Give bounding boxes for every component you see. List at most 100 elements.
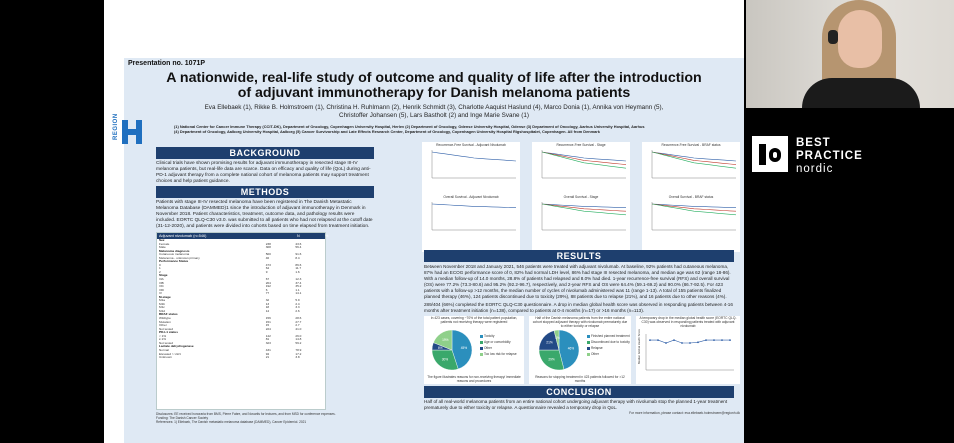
line-point <box>649 339 651 341</box>
table-row: IIIB 204 37.4 <box>157 280 325 286</box>
affiliations-line1: (1) National Center for Cancer Immune Th… <box>174 124 645 129</box>
km-plot-title: Recurrence-Free Survival - Adjuvant Nivo… <box>436 143 506 147</box>
table-cell-n: 6 <box>265 287 268 292</box>
poster-title-line1: A nationwide, real-life study of outcome… <box>166 70 702 86</box>
km-curve-line <box>431 151 517 162</box>
km-curve-line <box>541 203 627 212</box>
table-row: Melanoma diagnosis <box>157 249 325 254</box>
km-curve-line <box>651 203 737 216</box>
poster-footnotes: Disclosures: EE received honoraria from … <box>156 412 346 425</box>
methods-text: Patients with stage III-IV resected mela… <box>156 200 373 229</box>
table-cell-label: Female <box>159 241 170 246</box>
table-cell-n: 500 <box>265 252 271 257</box>
table-header-pct: % <box>325 234 329 238</box>
km-curve-line <box>651 151 737 169</box>
table-cell-label: ≥ 1% <box>159 337 167 342</box>
table-header-label: Adjuvant nivolumab (n=546) <box>159 234 207 238</box>
km-curve-svg <box>541 150 627 179</box>
km-plot-title: Overall Survival - Adjuvant Nivolumab <box>443 195 499 199</box>
background-text: Clinical trials have shown promising res… <box>156 161 371 184</box>
pie-slice-age-or-comorbidity <box>431 349 459 371</box>
background-heading: BACKGROUND <box>156 147 374 159</box>
table-cell-n: 9 <box>265 269 268 274</box>
pie2-legend-2: Discontinued due to toxicity <box>587 340 630 344</box>
table-row: Melanoma - unknown primary 46 8.4 <box>157 255 325 261</box>
contact-info: For more information, please contact: ev… <box>629 411 740 415</box>
footnote-references: References: 1) Ellebaek, The Danish meta… <box>156 420 307 425</box>
scientific-poster: Presentation no. 1071P A nationwide, rea… <box>124 58 744 443</box>
table-row: Other 15 2.7 <box>157 324 325 328</box>
poster-title: A nationwide, real-life study of outcome… <box>124 71 744 101</box>
table-cell-pct: 2.7 <box>295 323 300 328</box>
table-cell-n: 224 <box>265 326 271 331</box>
table-cell-label: Cutaneous melanoma <box>159 252 190 257</box>
table-cell-pct: 3.8 <box>295 355 300 360</box>
km-curve-svg <box>651 150 737 179</box>
pie-slice-toxicity <box>451 329 473 370</box>
km-curve-svg <box>431 150 517 179</box>
line-svg <box>645 334 734 371</box>
pie1-svg: 45% 30% 6% 19% <box>431 329 473 371</box>
table-cell-n: 192 <box>265 284 271 289</box>
pie1-caption: The figure illustrates reasons for non-r… <box>427 375 521 383</box>
table-cell-label: Melanoma - unknown primary <box>159 255 200 260</box>
results-heading: RESULTS <box>424 250 734 262</box>
km-curve-line <box>651 203 737 212</box>
table-cell-pct: 14.1 <box>295 291 302 296</box>
table-cell-n: 18 <box>265 305 270 310</box>
table-cell-n: 142 <box>265 333 271 338</box>
table-row: M1c 18 3.3 <box>157 306 325 310</box>
table-cell-pct: 14.8 <box>295 337 302 342</box>
table-cell-label: Stage <box>159 273 168 278</box>
table-cell-pct: 56.4 <box>295 245 302 250</box>
km-curve-svg <box>651 202 737 231</box>
methods-heading: METHODS <box>156 186 374 198</box>
table-cell-label: M1c <box>159 305 165 310</box>
table-row: Normal 431 78.9 <box>157 347 325 353</box>
pie-slice-label: 19% <box>442 338 449 342</box>
table-cell-label: Other <box>159 323 167 328</box>
table-cell-pct: 41.0 <box>295 326 302 331</box>
table-row: Female 238 43.6 <box>157 241 325 247</box>
pie2-caption: Reasons for stopping treatment in 423 pa… <box>535 375 625 383</box>
pie-chart-stopping-reasons: Half of the Danish melanoma patients fro… <box>529 316 631 384</box>
table-cell-pct: 86.6 <box>295 262 302 267</box>
table-cell-n: 431 <box>265 347 271 352</box>
pie-slice-label: 45% <box>461 346 468 350</box>
presentation-slide: Presentation no. 1071P A nationwide, rea… <box>104 0 744 443</box>
pie2-legend-4: Other <box>587 352 599 356</box>
km-curve-svg <box>541 202 627 231</box>
line-chart-global-health: A temporary drop in the median global he… <box>636 316 740 384</box>
table-cell-pct: 11.7 <box>295 266 302 271</box>
table-cell-n: 13 <box>265 301 270 306</box>
table-row: M1a 32 5.9 <box>157 299 325 303</box>
table-cell-n: 151 <box>265 319 271 324</box>
table-cell-label: BRAF status <box>159 312 178 317</box>
poster-affiliations: (1) National Center for Cancer Immune Th… <box>174 124 714 134</box>
pie-slice-label: 46% <box>568 347 575 351</box>
pie-slice-label: 30% <box>442 358 449 362</box>
km-axis <box>541 150 626 179</box>
km-plot-title: Recurrence-Free Survival - Stage <box>556 143 606 147</box>
table-cell-n: 204 <box>265 280 271 285</box>
brand-line-3: nordic <box>796 163 834 175</box>
table-cell-label: Performance Status <box>159 259 189 264</box>
km-plot-4: Overall Survival - Adjuvant Nivolumab <box>422 194 520 252</box>
region-h-logo <box>112 118 152 148</box>
table-cell-pct: 8.4 <box>295 255 300 260</box>
best-practice-logo-icon <box>752 136 788 172</box>
table-cell-label: Unknown <box>159 355 172 360</box>
table-header: Adjuvant nivolumab (n=546) N % <box>157 233 329 239</box>
conclusion-text: Half of all real-world melanoma patients… <box>424 399 728 410</box>
pie1-title: In 423 cases, covering ~70% of the total… <box>430 316 518 324</box>
baseline-characteristics-table: Adjuvant nivolumab (n=546) N % Sex Female… <box>156 232 329 410</box>
table-cell-pct: 37.4 <box>295 280 302 285</box>
authors-line2: Christoffer Johansen (5), Lars Bastholt … <box>339 112 529 119</box>
table-cell-n: 21 <box>265 355 270 360</box>
line-point <box>673 339 675 341</box>
table-cell-pct: 35.2 <box>295 284 302 289</box>
pie-slice-label: 6% <box>438 346 443 350</box>
km-axis <box>651 150 736 179</box>
line-point <box>657 339 659 341</box>
